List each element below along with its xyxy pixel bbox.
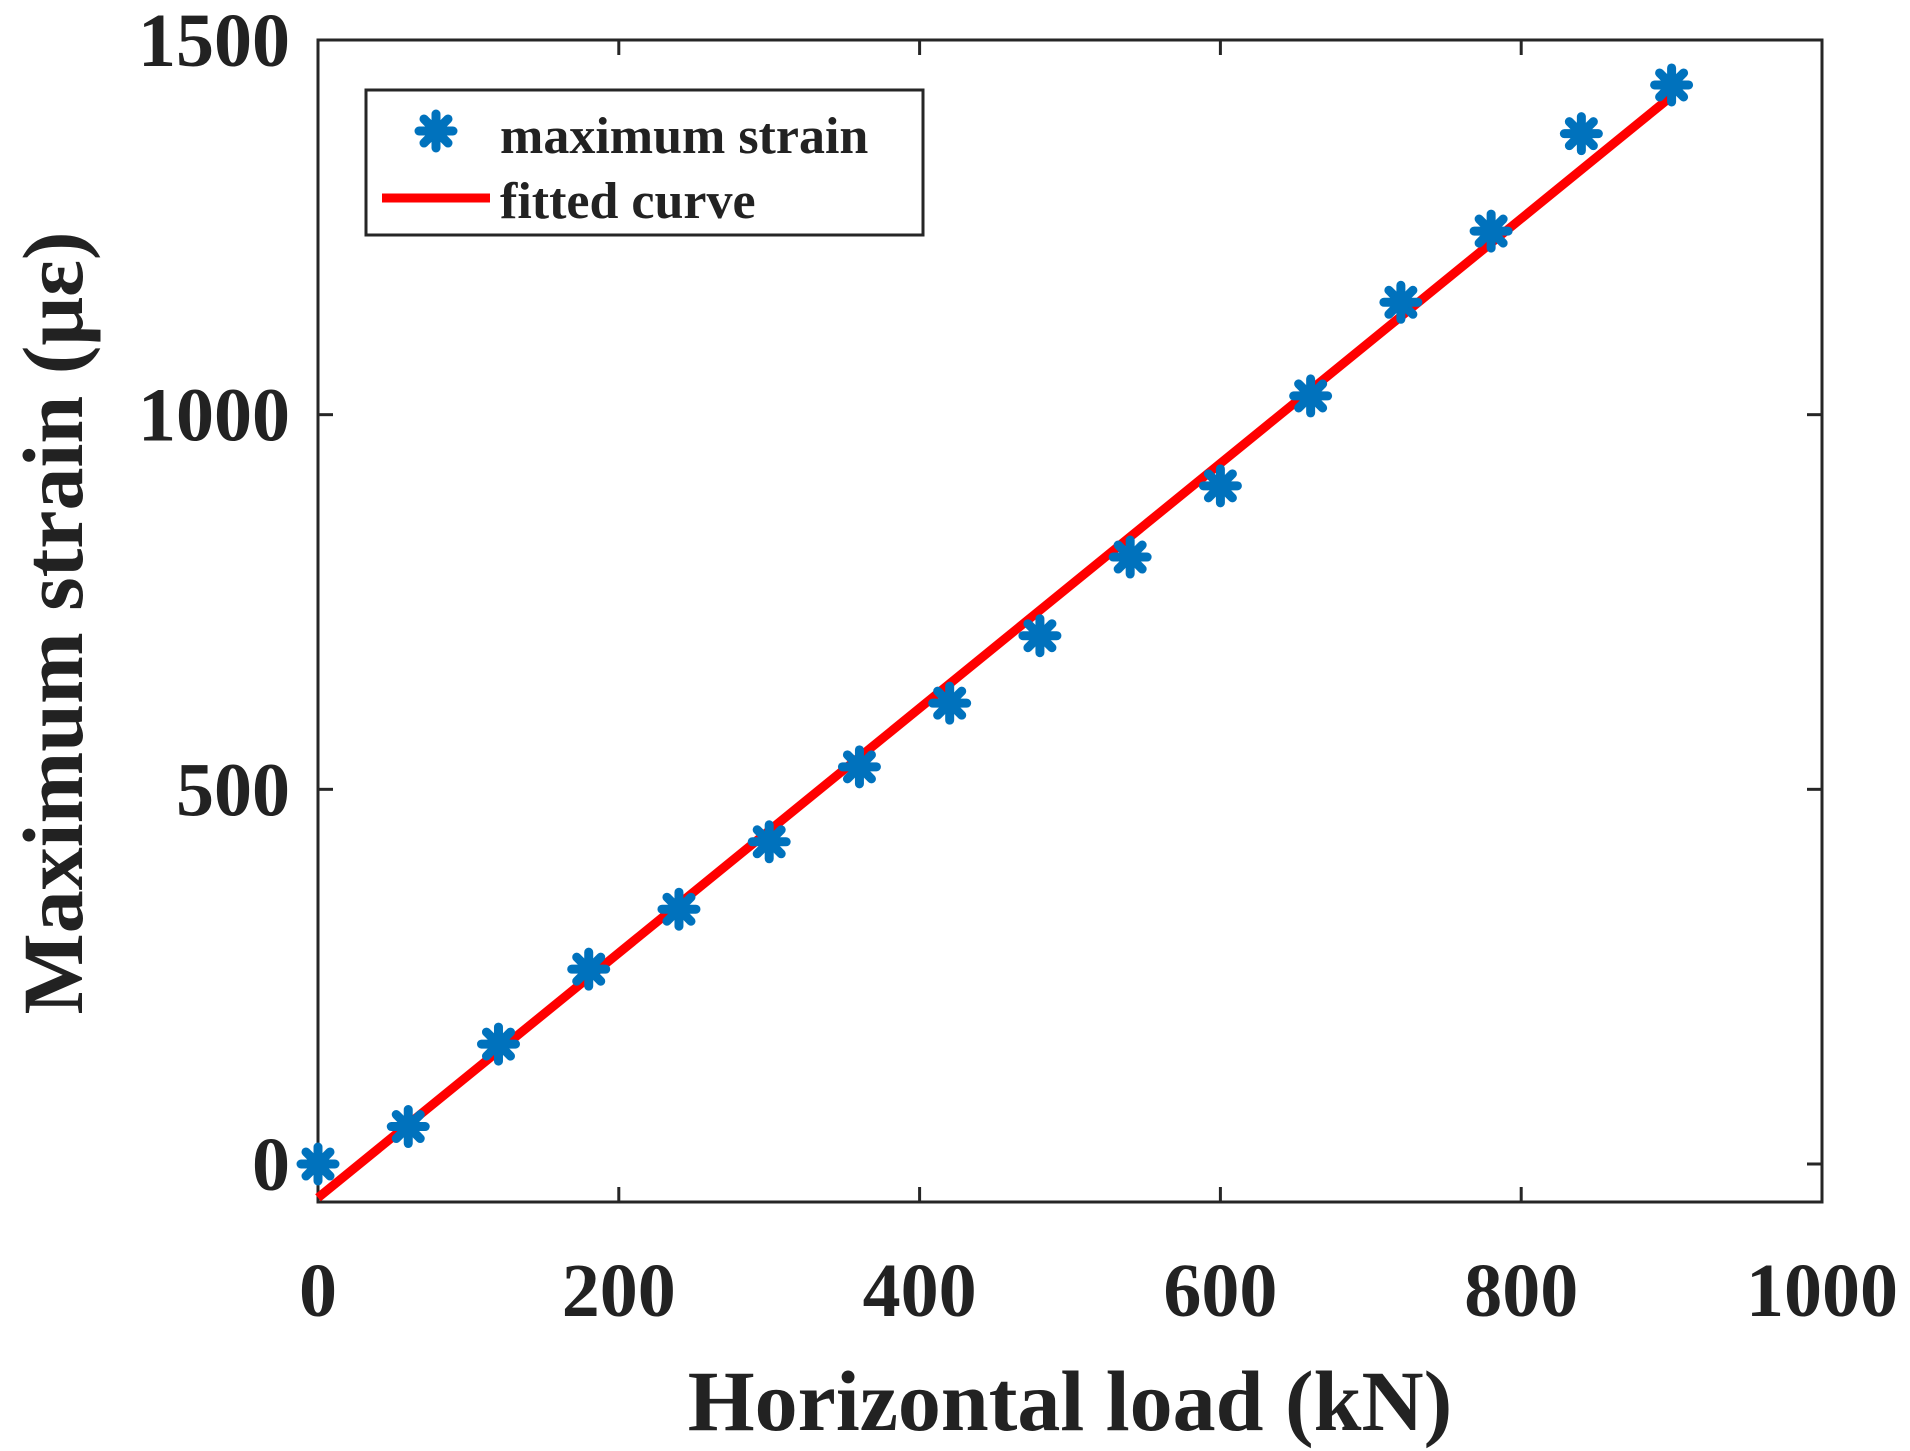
legend-marker-asterisk [414,109,458,153]
legend-label-fitted-curve: fitted curve [500,173,756,230]
x-tick-labels: 0 200 400 600 800 1000 [299,1249,1898,1333]
data-point-marker [928,681,972,725]
x-tick-label: 0 [299,1249,337,1333]
data-point-marker [296,1142,340,1186]
legend: maximum strain fitted curve [364,88,925,237]
y-tick-labels: 0 500 1000 1500 [138,0,290,1207]
legend-box [364,88,925,237]
data-point-marker [1469,209,1513,253]
legend-asterisk-icon [414,109,458,153]
x-tick-label: 600 [1163,1249,1277,1333]
data-point-marker [1650,63,1694,107]
data-point-marker [1289,374,1333,418]
y-tick-label: 1500 [138,0,290,83]
data-point-marker [386,1105,430,1149]
data-point-marker [1108,535,1152,579]
y-tick-label: 0 [252,1123,290,1207]
data-point-marker [1559,112,1603,156]
data-point-marker [747,820,791,864]
x-tick-label: 200 [562,1249,676,1333]
data-point-marker [657,887,701,931]
data-point-marker [476,1022,520,1066]
y-tick-label: 500 [176,748,290,832]
fitted-curve-layer [315,92,1675,1202]
x-tick-label: 800 [1464,1249,1578,1333]
data-point-marker [1379,280,1423,324]
axis-ticks [316,38,1824,1202]
data-point-marker [567,947,611,991]
x-tick-label: 1000 [1746,1249,1898,1333]
y-tick-label: 1000 [138,374,290,458]
y-axis-label: Maximum strain (με) [5,232,101,1015]
data-point-marker [1018,614,1062,658]
x-axis-label: Horizontal load (kN) [688,1353,1452,1449]
fitted-curve-line [315,92,1675,1202]
legend-label-maximum-strain: maximum strain [500,108,868,165]
data-point-marker [837,745,881,789]
x-tick-label: 400 [863,1249,977,1333]
marker-layer [296,63,1694,1186]
data-point-marker [1198,464,1242,508]
